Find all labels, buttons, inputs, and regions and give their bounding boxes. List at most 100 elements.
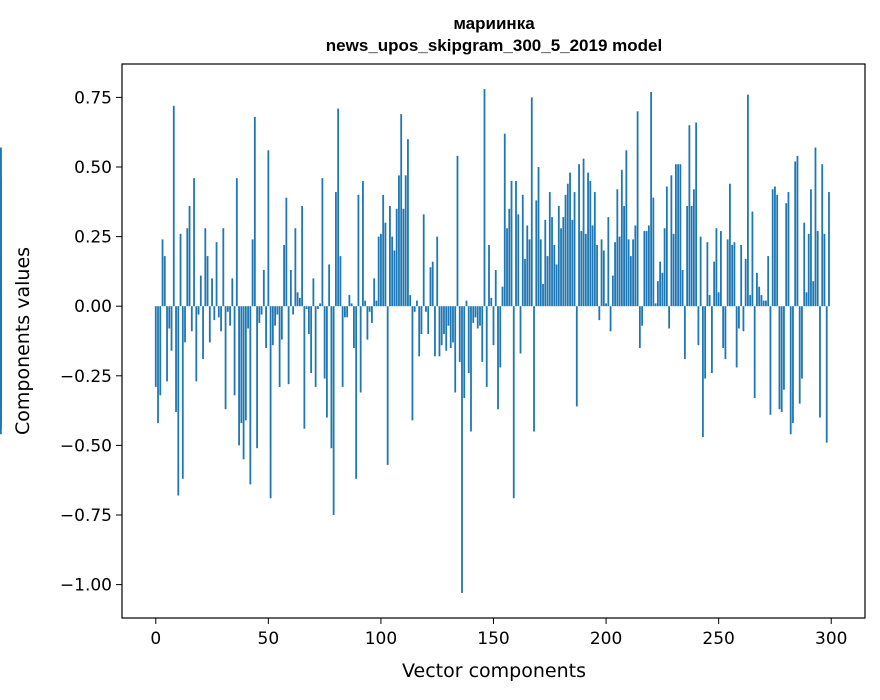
bar-161 <box>517 214 520 307</box>
y-tick-label: 0.00 <box>74 297 112 317</box>
bar-118 <box>420 306 423 335</box>
bar-232 <box>677 164 680 307</box>
bar-40 <box>244 306 247 421</box>
bar-42 <box>249 306 252 485</box>
bar-undefined <box>0 150 2 307</box>
bar-254 <box>726 239 729 307</box>
bar-119 <box>422 214 425 307</box>
bar-182 <box>564 194 567 307</box>
bar-33 <box>229 306 231 326</box>
bar-30 <box>222 228 225 307</box>
bar-88 <box>353 306 355 348</box>
bar-235 <box>683 306 686 360</box>
bar-201 <box>607 217 610 307</box>
bar-255 <box>729 183 731 307</box>
bar-249 <box>715 228 718 307</box>
bar-247 <box>711 306 713 374</box>
bar-234 <box>681 270 684 307</box>
bar-231 <box>674 164 677 307</box>
bar-292 <box>812 281 815 307</box>
bar-156 <box>506 228 508 307</box>
bar-267 <box>756 272 758 307</box>
bar-266 <box>753 306 756 399</box>
bar-108 <box>398 175 400 307</box>
bar-22 <box>204 228 207 307</box>
bar-208 <box>623 205 625 307</box>
bar-174 <box>546 256 549 307</box>
bar-159 <box>512 306 515 499</box>
bar-276 <box>776 194 779 307</box>
bar-288 <box>803 222 806 307</box>
bar-157 <box>508 208 511 307</box>
bar-298 <box>825 306 828 443</box>
bar-79 <box>332 306 335 515</box>
bar-100 <box>380 233 382 307</box>
bar-9 <box>175 306 177 412</box>
bar-135 <box>458 306 461 362</box>
x-tick-label: 150 <box>477 629 509 649</box>
bar-223 <box>656 281 659 307</box>
bar-44 <box>253 116 256 307</box>
bar-166 <box>528 239 531 307</box>
bar-145 <box>481 306 484 362</box>
bar-4 <box>163 256 166 307</box>
bar-210 <box>627 239 630 307</box>
bar-94 <box>366 306 369 340</box>
bar-148 <box>488 244 490 307</box>
bar-129 <box>445 306 448 351</box>
bar-29 <box>220 306 222 332</box>
bar-96 <box>371 306 373 323</box>
bar-125 <box>436 236 439 307</box>
bar-19 <box>197 306 200 315</box>
bar-141 <box>472 306 475 323</box>
bar-109 <box>400 114 403 307</box>
bar-212 <box>632 239 634 307</box>
bar-202 <box>609 306 612 332</box>
bar-130 <box>447 306 450 326</box>
bar-155 <box>503 133 506 307</box>
bar-106 <box>393 250 396 307</box>
bar-114 <box>411 306 414 421</box>
bar-37 <box>238 306 240 446</box>
bar-1 <box>157 306 159 424</box>
bar-46 <box>258 306 261 323</box>
bar-175 <box>548 192 551 307</box>
bar-113 <box>409 295 412 307</box>
bar-183 <box>566 183 569 307</box>
bar-246 <box>708 295 711 307</box>
bar-25 <box>211 278 213 307</box>
bar-7 <box>170 306 173 351</box>
bar-187 <box>575 306 578 407</box>
bar-131 <box>449 306 452 348</box>
bar-107 <box>395 208 398 307</box>
bar-200 <box>605 303 607 307</box>
bar-67 <box>305 306 308 309</box>
bar-81 <box>337 108 340 307</box>
bar-189 <box>580 231 583 307</box>
bar-2 <box>159 306 162 396</box>
bar-95 <box>368 306 371 312</box>
bar-152 <box>497 306 499 410</box>
bar-251 <box>720 231 722 307</box>
bar-59 <box>287 306 290 385</box>
bar-281 <box>787 192 790 307</box>
bar-194 <box>591 225 594 307</box>
bar-90 <box>357 194 360 307</box>
bar-203 <box>611 275 614 307</box>
bar-98 <box>375 300 378 307</box>
bar-27 <box>215 242 218 307</box>
bar-257 <box>733 242 736 307</box>
bar-120 <box>425 306 427 312</box>
bar-97 <box>373 278 376 307</box>
bar-133 <box>454 306 457 393</box>
bar-50 <box>267 150 270 307</box>
bar-217 <box>643 231 646 307</box>
y-tick-label: −0.25 <box>60 367 112 387</box>
bar-256 <box>731 244 734 307</box>
bar-48 <box>262 270 265 307</box>
bar-167 <box>530 97 533 307</box>
bar-279 <box>783 306 785 390</box>
bar-299 <box>828 192 830 307</box>
bar-128 <box>443 306 445 335</box>
bar-149 <box>490 297 493 307</box>
